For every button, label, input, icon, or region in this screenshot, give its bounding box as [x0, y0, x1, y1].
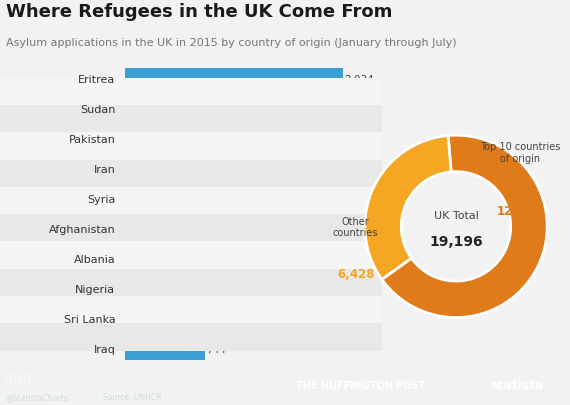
Text: 862: 862 [219, 285, 239, 294]
Bar [0, 296, 382, 324]
Bar [125, 189, 266, 211]
Bar [0, 106, 382, 133]
Text: statista: statista [490, 378, 544, 391]
Bar [0, 160, 382, 188]
Bar [125, 249, 232, 271]
Text: 1,314: 1,314 [267, 195, 298, 205]
Wedge shape [382, 136, 547, 318]
Text: Iraq: Iraq [93, 345, 115, 354]
Bar [0, 269, 382, 296]
Text: 1,736: 1,736 [312, 105, 343, 115]
Text: Other
countries: Other countries [333, 216, 378, 238]
Text: 1,353: 1,353 [272, 165, 302, 175]
Text: Sri Lanka: Sri Lanka [64, 315, 115, 324]
Bar [0, 79, 382, 106]
Bar [0, 242, 382, 269]
Text: 996: 996 [234, 255, 253, 264]
Bar [125, 309, 211, 330]
Text: Asylum applications in the UK in 2015 by country of origin (January through July: Asylum applications in the UK in 2015 by… [6, 38, 457, 48]
Bar [125, 99, 311, 121]
Text: 805: 805 [213, 315, 233, 324]
Text: Nigeria: Nigeria [75, 285, 115, 294]
Bar [0, 133, 382, 160]
Text: 2,034: 2,034 [344, 75, 374, 85]
Text: THE HUFFINGTON POST: THE HUFFINGTON POST [296, 380, 426, 390]
Bar [125, 339, 205, 360]
Text: Pakistan: Pakistan [68, 135, 115, 145]
Text: Iran: Iran [93, 165, 115, 175]
Text: UK Total: UK Total [434, 211, 478, 221]
Text: 6,428: 6,428 [337, 268, 374, 281]
Text: Sudan: Sudan [80, 105, 115, 115]
Text: 19,196: 19,196 [429, 234, 483, 248]
Bar [125, 129, 307, 151]
Text: 1,224: 1,224 [258, 225, 288, 234]
Bar [125, 69, 343, 91]
Text: Source: UNHCR: Source: UNHCR [103, 392, 161, 401]
Text: Top 10 countries
of origin: Top 10 countries of origin [479, 142, 560, 163]
Text: Where Refugees in the UK Come From: Where Refugees in the UK Come From [6, 3, 392, 21]
Text: 12,768: 12,768 [497, 204, 543, 217]
Text: 1,700: 1,700 [309, 135, 339, 145]
Wedge shape [365, 136, 451, 280]
Bar [125, 279, 218, 301]
Text: Syria: Syria [87, 195, 115, 205]
Bar [0, 215, 382, 242]
Text: Albania: Albania [74, 255, 115, 264]
Text: Eritrea: Eritrea [78, 75, 115, 85]
Bar [0, 188, 382, 215]
Text: Afghanistan: Afghanistan [48, 225, 115, 234]
Text: 744: 744 [206, 345, 226, 354]
Text: @StatistaCharts: @StatistaCharts [6, 392, 68, 401]
Bar [125, 159, 270, 181]
Bar [0, 324, 382, 351]
Bar [125, 219, 256, 241]
Text: ⓒ Ⓘ Ⓖ: ⓒ Ⓘ Ⓖ [6, 372, 30, 382]
